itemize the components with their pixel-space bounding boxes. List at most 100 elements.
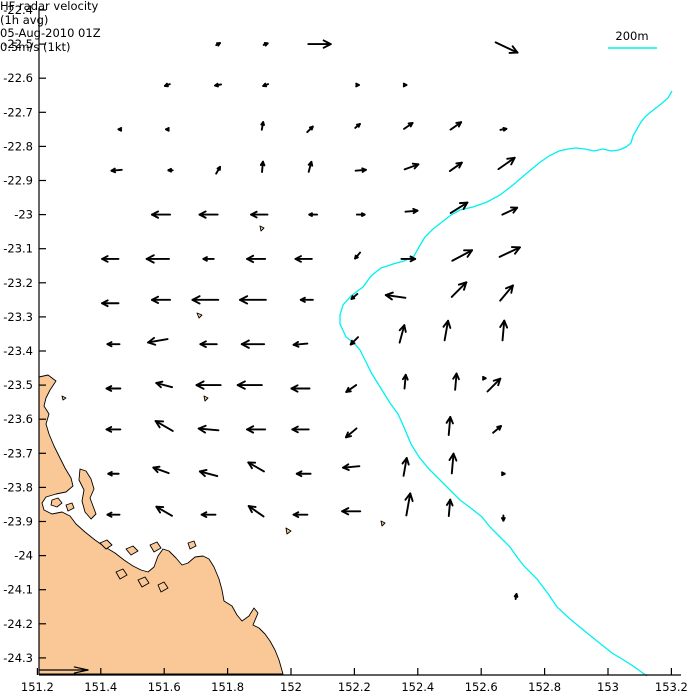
depth-contour-200m (339, 90, 673, 677)
velocity-arrow-head (501, 472, 506, 477)
velocity-arrow-shaft (447, 498, 452, 517)
y-axis-tick-label: -23.8 (3, 480, 33, 494)
y-axis-tick-label: -23.1 (3, 242, 33, 256)
velocity-arrow-head (105, 385, 113, 390)
x-axis-tick-label: 151.8 (211, 680, 244, 694)
velocity-arrow-head (350, 295, 354, 300)
velocity-arrow-head (145, 254, 155, 260)
velocity-arrow-head (466, 249, 474, 258)
velocity-arrow-shaft (247, 505, 265, 518)
legend-block: HF radar velocity (1h avg) 05-Aug-2010 0… (0, 0, 700, 54)
velocity-arrow-head (404, 373, 409, 381)
velocity-arrow-head (236, 384, 246, 390)
velocity-arrow-head (199, 340, 207, 346)
velocity-arrow-head (145, 257, 155, 264)
velocity-arrow-head (197, 427, 207, 434)
velocity-arrow-head (458, 201, 469, 205)
island-polygon (65, 502, 75, 512)
island-polygon (99, 539, 113, 550)
velocity-arrow-head (384, 291, 394, 297)
velocity-arrow-head (409, 257, 417, 263)
velocity-arrow-head (299, 296, 306, 301)
x-axis-tick-label: 152.4 (401, 680, 434, 694)
island-polygon (50, 497, 63, 508)
velocity-arrow-shaft (454, 372, 458, 391)
velocity-arrow-head (506, 156, 516, 160)
velocity-arrow-head (262, 82, 267, 87)
x-axis-tick-label: 153 (597, 680, 619, 694)
velocity-arrow-head (105, 426, 113, 431)
y-axis-tick-label: -23.4 (3, 344, 33, 358)
velocity-arrow-shaft (451, 249, 474, 262)
velocity-arrow-head (191, 298, 201, 305)
velocity-arrow-shaft (292, 342, 309, 346)
velocity-arrow-head (106, 511, 113, 516)
velocity-arrow-head (264, 42, 269, 47)
velocity-arrow-head (239, 295, 249, 301)
velocity-arrow-head (106, 341, 113, 346)
x-axis-tick-label: 152 (280, 680, 302, 694)
velocity-arrow-shaft (450, 281, 468, 298)
velocity-arrow-shaft (486, 377, 502, 393)
island-polygon (259, 225, 265, 232)
velocity-arrow-head (510, 284, 514, 294)
velocity-arrow-head (447, 319, 452, 329)
velocity-arrow-head (295, 470, 303, 475)
velocity-arrow-head (247, 505, 257, 508)
velocity-arrow-head (462, 201, 469, 210)
velocity-arrow-head (503, 127, 508, 132)
velocity-arrow-head (355, 84, 360, 88)
velocity-arrow-head (357, 123, 361, 128)
velocity-arrow-head (197, 424, 207, 430)
island-polygon (78, 468, 97, 520)
velocity-arrow-head (452, 452, 458, 462)
velocity-arrow-head (154, 420, 161, 429)
velocity-arrow-head (147, 336, 156, 344)
velocity-arrow-head (499, 319, 506, 328)
velocity-arrow-head (262, 121, 265, 126)
velocity-arrow-head (505, 284, 514, 290)
legend-title: HF radar velocity (0, 0, 99, 13)
island-polygon (115, 568, 128, 580)
velocity-arrow-head (195, 380, 205, 387)
velocity-arrow-head (147, 341, 157, 346)
velocity-arrow-shaft (443, 319, 449, 342)
velocity-arrow-shaft (498, 246, 521, 258)
y-axis-tick-label: -22.4 (3, 3, 33, 17)
velocity-arrow-head (236, 380, 246, 387)
velocity-arrow-shaft (197, 427, 220, 432)
y-axis-tick-label: -23.2 (3, 276, 33, 290)
velocity-arrow-head (101, 299, 109, 305)
velocity-arrow-head (449, 416, 454, 425)
y-axis-tick-label: -23.9 (3, 515, 33, 529)
velocity-arrow-head (442, 319, 449, 328)
velocity-arrow-shaft (155, 382, 174, 389)
velocity-arrow-head (191, 295, 201, 301)
velocity-arrow-head (202, 256, 208, 260)
velocity-arrow-head (322, 39, 332, 46)
velocity-arrow-head (240, 339, 250, 346)
velocity-arrow-head (246, 254, 255, 260)
x-axis-tick-label: 152.8 (528, 680, 561, 694)
velocity-arrow-head (498, 425, 502, 431)
velocity-arrow-head (107, 470, 113, 475)
island-polygon (380, 520, 386, 527)
velocity-arrow-head (261, 160, 266, 167)
velocity-arrow-shaft (402, 457, 408, 477)
y-axis-tick-label: -22.5 (3, 37, 33, 51)
velocity-arrow-head (455, 372, 460, 381)
y-axis-tick-label: -24.1 (3, 583, 33, 597)
velocity-arrow-head (198, 210, 207, 216)
velocity-arrow-head (292, 511, 300, 516)
velocity-arrow-shaft (152, 466, 170, 475)
velocity-arrow-head (402, 84, 408, 88)
velocity-arrow-head (163, 82, 168, 87)
velocity-arrow-shaft (501, 319, 506, 342)
legend-scale-label: 0.5m/s (1kt) (0, 39, 71, 54)
y-axis-tick-label: -24.2 (3, 617, 33, 631)
velocity-arrow-head (200, 511, 208, 516)
velocity-arrow-head (342, 463, 350, 469)
velocity-arrow-shaft (501, 206, 519, 216)
island-polygon (125, 545, 139, 556)
